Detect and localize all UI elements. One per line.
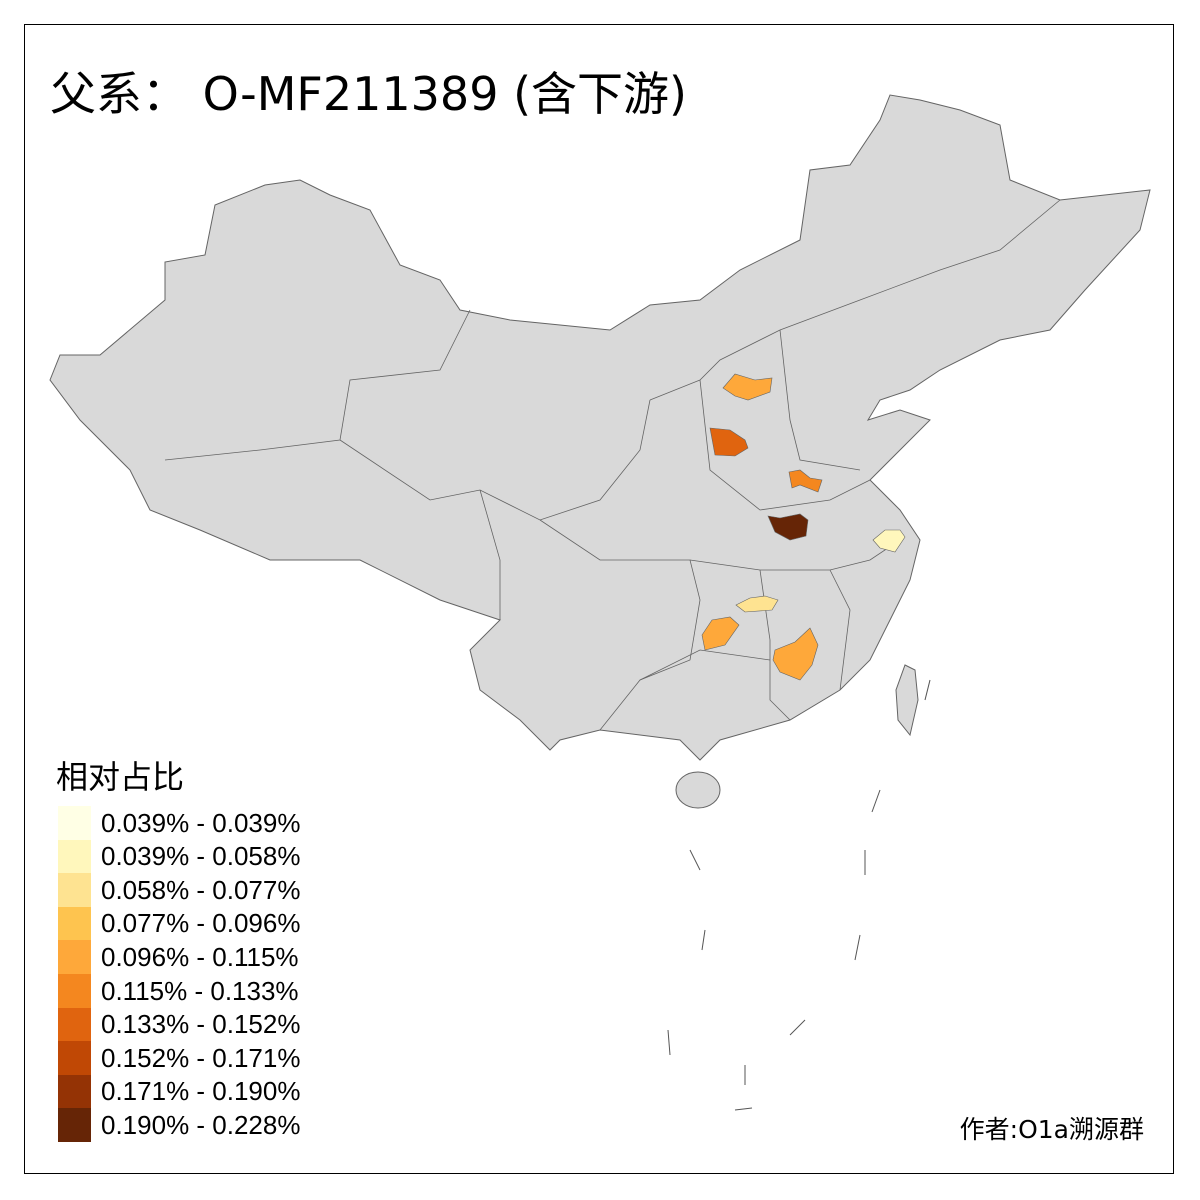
legend-label: 0.096% - 0.115% xyxy=(101,941,299,972)
highlighted-region xyxy=(709,427,749,457)
plot-border xyxy=(24,24,1174,1174)
legend-swatch xyxy=(58,906,91,941)
legend-item: 0.171% - 0.190% xyxy=(58,1074,301,1109)
legend-label: 0.058% - 0.077% xyxy=(101,874,301,905)
legend-item: 0.058% - 0.077% xyxy=(58,873,301,908)
hainan-island xyxy=(675,771,721,809)
legend-swatch xyxy=(58,1007,91,1042)
highlighted-region xyxy=(722,373,773,401)
legend-swatch xyxy=(58,1041,91,1076)
legend-label: 0.077% - 0.096% xyxy=(101,908,301,939)
legend-label: 0.152% - 0.171% xyxy=(101,1042,301,1073)
legend-item: 0.152% - 0.171% xyxy=(58,1041,301,1076)
legend-label: 0.115% - 0.133% xyxy=(101,975,299,1006)
legend-item: 0.133% - 0.152% xyxy=(58,1007,301,1042)
legend-item: 0.115% - 0.133% xyxy=(58,974,299,1008)
highlighted-region xyxy=(872,529,906,553)
highlighted-regions xyxy=(701,373,906,681)
legend-item: 0.039% - 0.058% xyxy=(58,839,301,874)
legend-title: 相对占比 xyxy=(56,758,185,796)
legend-swatch xyxy=(58,806,91,840)
taiwan-island xyxy=(895,664,919,737)
highlighted-region xyxy=(701,616,740,651)
south-china-sea-islands xyxy=(667,679,931,1111)
highlighted-region xyxy=(767,513,809,541)
legend-item: 0.096% - 0.115% xyxy=(58,940,299,975)
legend-swatch xyxy=(58,974,91,1008)
legend-item: 0.077% - 0.096% xyxy=(58,906,301,941)
legend-swatch xyxy=(58,873,91,908)
legend-label: 0.039% - 0.058% xyxy=(101,841,301,872)
legend-label: 0.190% - 0.228% xyxy=(101,1109,301,1140)
province-borders xyxy=(164,199,1061,731)
author-credit: 作者:O1a溯源群 xyxy=(959,1115,1144,1144)
legend-swatch xyxy=(58,1074,91,1109)
legend-item: 0.039% - 0.039% xyxy=(58,806,300,840)
highlighted-region xyxy=(788,469,823,493)
legend-swatch xyxy=(58,940,91,975)
map-title: 父系： O-MF211389 (含下游) xyxy=(50,67,687,121)
legend-label: 0.171% - 0.190% xyxy=(101,1076,301,1107)
highlighted-region xyxy=(735,595,779,613)
legend-swatch xyxy=(58,839,91,874)
legend-item: 0.190% - 0.228% xyxy=(58,1108,301,1143)
legend-label: 0.039% - 0.039% xyxy=(101,807,301,838)
china-mainland xyxy=(49,94,1151,761)
legend-swatch xyxy=(58,1108,91,1143)
legend-label: 0.133% - 0.152% xyxy=(101,1009,301,1040)
highlighted-region xyxy=(772,627,819,681)
